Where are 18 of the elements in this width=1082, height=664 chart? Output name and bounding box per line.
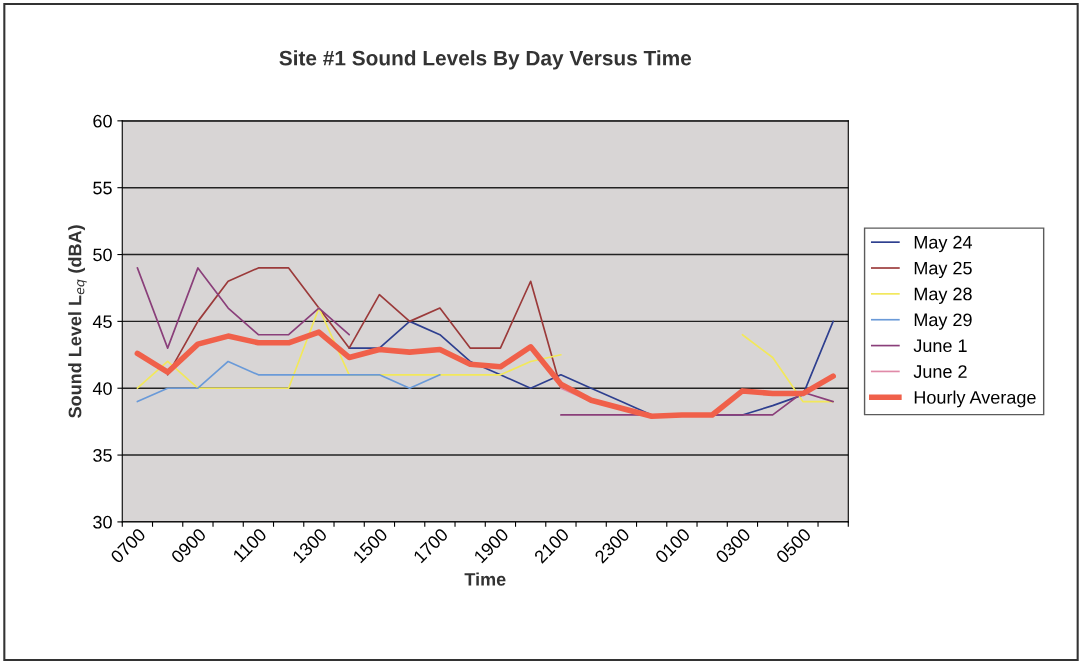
legend-label: May 29 — [914, 313, 972, 330]
y-tick-label: 50 — [93, 248, 112, 262]
y-tick-label: 60 — [93, 114, 112, 128]
line-series — [136, 360, 441, 403]
legend-label: May 25 — [914, 261, 972, 279]
y-tick-label: 40 — [92, 382, 112, 395]
y-tick-label: 35 — [93, 449, 112, 462]
legend-label: May 24 — [914, 235, 973, 253]
legend-label: June 1 — [913, 339, 967, 353]
x-axis-title: Time — [464, 572, 506, 586]
y-tick-label: 45 — [92, 315, 112, 329]
y-tick-label: 55 — [93, 181, 112, 195]
y-tick-label: 30 — [93, 515, 112, 529]
legend-label: Hourly Average — [914, 390, 1036, 408]
y-axis-title: Sound Level L$_{eq}$ (dBA) — [68, 225, 87, 418]
chart-title: Site #1 Sound Levels By Day Versus Time — [279, 50, 692, 70]
legend-label: June 2 — [913, 365, 967, 378]
legend-label: May 28 — [914, 287, 972, 304]
